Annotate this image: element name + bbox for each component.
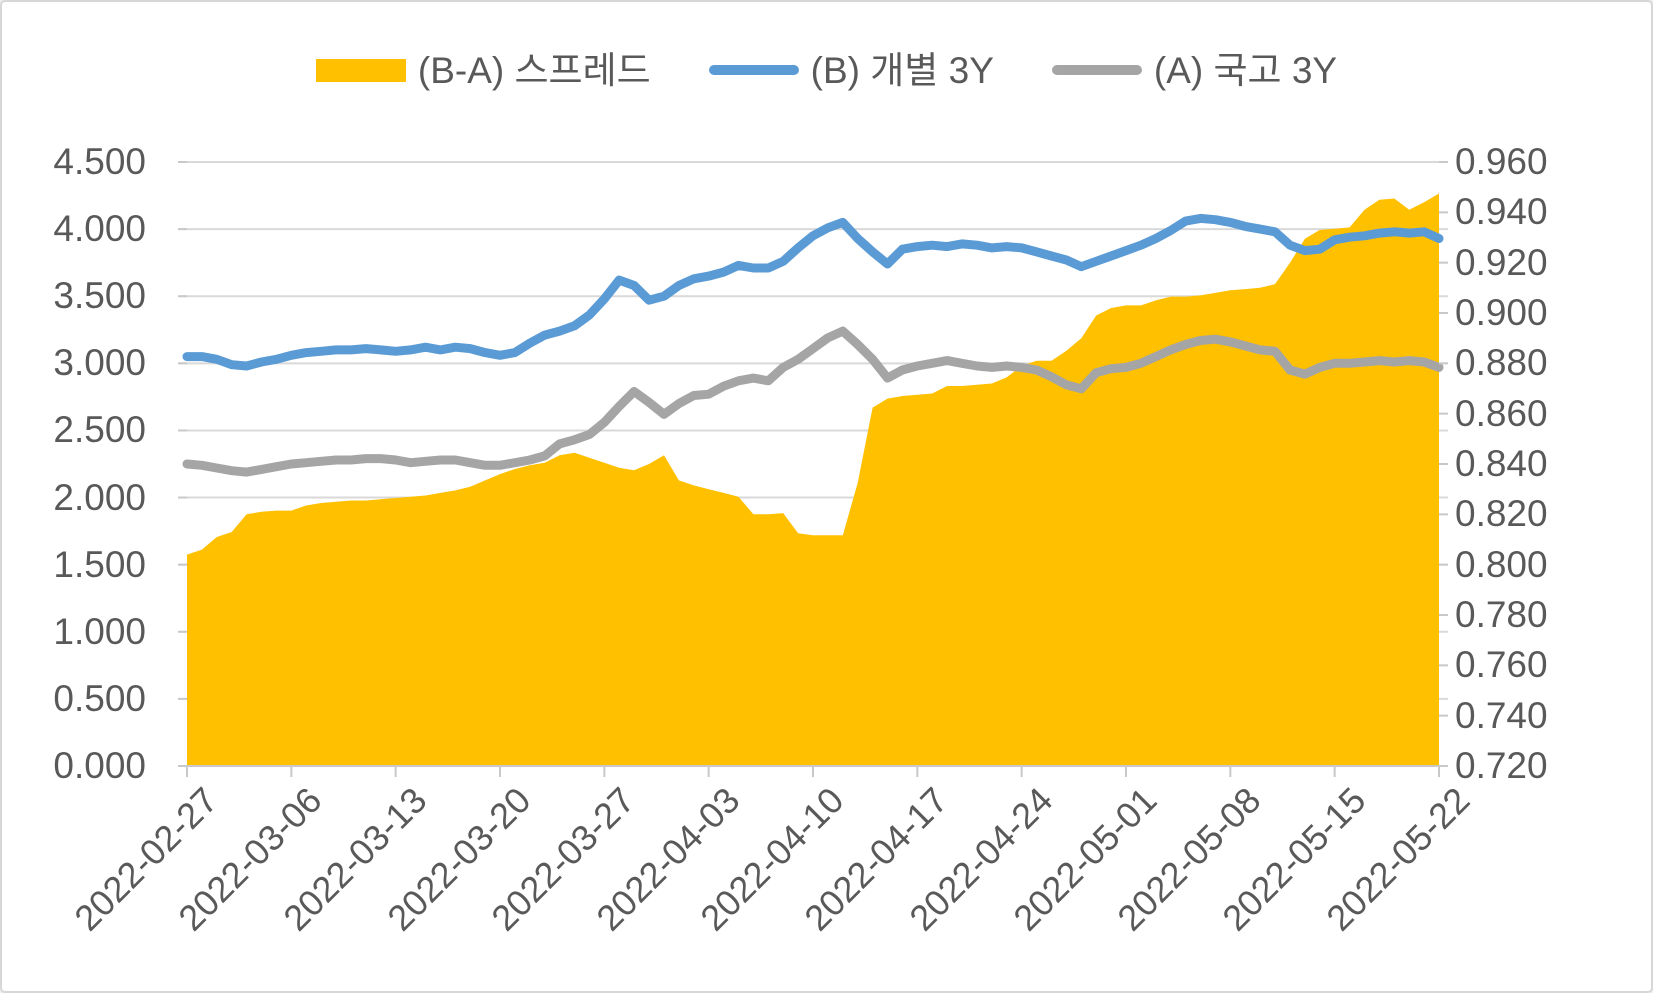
line-series-b <box>182 213 1444 371</box>
right-axis-label: 0.800 <box>1455 543 1548 585</box>
left-axis-label: 2.000 <box>53 476 146 518</box>
line-series-a <box>182 326 1444 477</box>
right-axis-label: 0.740 <box>1455 694 1548 736</box>
legend-item-spread: (B-A) 스프레드 <box>315 49 651 91</box>
left-axis-label: 3.500 <box>53 275 146 317</box>
left-axis-label: 3.000 <box>53 342 146 384</box>
right-axis-label: 0.820 <box>1455 493 1548 535</box>
legend-label-spread: (B-A) 스프레드 <box>417 49 651 91</box>
left-axis-label: 0.500 <box>53 677 146 719</box>
right-axis-label: 0.760 <box>1455 644 1548 686</box>
left-axis-label: 1.000 <box>53 610 146 652</box>
left-axis-label: 2.500 <box>53 409 146 451</box>
area-series-spread <box>187 193 1439 766</box>
right-axis-label: 0.840 <box>1455 443 1548 484</box>
right-axis-label: 0.920 <box>1455 241 1548 283</box>
right-axis-label: 0.960 <box>1455 141 1548 182</box>
legend-item-b: (B) 개별 3Y <box>708 49 994 91</box>
legend-item-a: (A) 국고 3Y <box>1051 49 1338 91</box>
legend-label-b: (B) 개별 3Y <box>810 49 994 91</box>
left-axis-label: 4.500 <box>53 141 146 182</box>
left-axis-label: 1.500 <box>53 543 146 585</box>
right-axis-label: 0.900 <box>1455 292 1548 333</box>
right-axis-label: 0.860 <box>1455 392 1548 434</box>
left-axis-label: 4.000 <box>53 208 146 250</box>
legend-label-a: (A) 국고 3Y <box>1153 49 1338 91</box>
line-swatch-blue-icon <box>708 65 799 75</box>
right-axis-label: 0.880 <box>1455 342 1548 384</box>
left-axis-label: 0.000 <box>53 745 146 786</box>
right-axis-label: 0.940 <box>1455 191 1548 233</box>
area-swatch-icon <box>315 58 406 82</box>
right-axis-label: 0.780 <box>1455 594 1548 635</box>
chart-legend: (B-A) 스프레드 (B) 개별 3Y (A) 국고 3Y <box>2 46 1651 94</box>
line-swatch-gray-icon <box>1051 65 1142 75</box>
right-axis-label: 0.720 <box>1455 745 1548 786</box>
